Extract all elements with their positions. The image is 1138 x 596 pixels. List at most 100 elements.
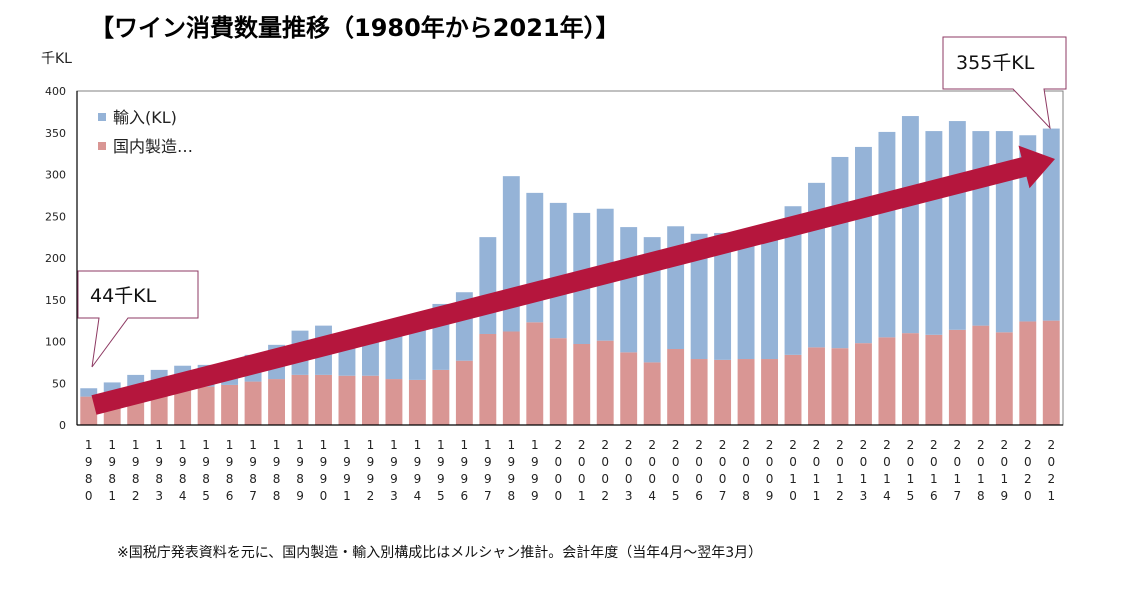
y-tick-label: 0 — [59, 419, 66, 432]
callout-start: 44千KL — [77, 270, 199, 368]
bar-domestic-2007 — [714, 359, 732, 425]
bar-domestic-1998 — [502, 331, 520, 425]
bar-imports-1994 — [408, 324, 426, 380]
bar-domestic-2000 — [549, 338, 567, 425]
bar-domestic-2016 — [925, 334, 943, 425]
bar-domestic-1988 — [268, 379, 285, 425]
bar-imports-2015 — [901, 116, 919, 334]
bar-imports-1993 — [385, 334, 403, 380]
y-tick-label: 400 — [45, 85, 66, 98]
callout-start-text: 44千KL — [90, 285, 157, 307]
bar-domestic-2001 — [573, 344, 591, 425]
y-tick-label: 150 — [45, 294, 66, 307]
footnote: ※国税庁発表資料を元に、国内製造・輸入別構成比はメルシャン推計。会計年度（当年4… — [117, 545, 762, 561]
bar-domestic-2015 — [901, 333, 919, 425]
bar-imports-2008 — [737, 232, 755, 360]
bar-imports-2003 — [620, 227, 638, 353]
bar-domestic-2003 — [620, 352, 638, 425]
bar-domestic-2020 — [1019, 321, 1037, 425]
bar-domestic-2012 — [831, 348, 849, 425]
bar-domestic-1986 — [221, 384, 239, 425]
callout-end-bubble — [942, 36, 1067, 130]
y-tick-label: 350 — [45, 127, 66, 140]
bar-imports-2007 — [714, 232, 732, 360]
y-tick-label: 100 — [45, 336, 66, 349]
bar-imports-2016 — [925, 131, 943, 335]
bar-domestic-2021 — [1042, 320, 1060, 426]
bar-domestic-1984 — [174, 388, 192, 425]
legend-label-domestic: 国内製造… — [113, 137, 193, 156]
y-tick-label: 50 — [52, 377, 66, 390]
trend-arrow-icon — [91, 145, 1055, 415]
bar-imports-2006 — [690, 233, 708, 360]
bar-imports-2000 — [549, 202, 567, 339]
y-axis: 0 50 100 150 200 250 300 350 400 — [45, 85, 66, 432]
bar-domestic-1992 — [362, 375, 379, 425]
bar-domestic-1989 — [291, 374, 309, 425]
bar-imports-2021 — [1042, 128, 1060, 321]
legend-swatch-domestic — [98, 142, 106, 150]
bar-domestic-1985 — [197, 386, 215, 425]
bar-imports-2018 — [972, 131, 990, 326]
bar-imports-1997 — [479, 237, 497, 334]
bar-imports-2010 — [784, 206, 802, 355]
bar-domestic-2011 — [808, 347, 825, 425]
bar-imports-2009 — [761, 227, 778, 360]
bar-imports-2013 — [855, 146, 872, 344]
bar-domestic-1997 — [479, 333, 497, 425]
bar-domestic-2018 — [972, 325, 990, 425]
bar-domestic-1980 — [80, 396, 98, 425]
bar-domestic-2019 — [995, 332, 1013, 425]
bar-domestic-1995 — [432, 369, 450, 425]
bar-domestic-1987 — [244, 381, 262, 425]
bar-domestic-2013 — [855, 343, 872, 425]
callout-start-bubble — [77, 270, 199, 368]
bar-domestic-2004 — [643, 362, 661, 426]
bar-domestic-2010 — [784, 354, 802, 425]
legend-swatch-imports — [98, 113, 106, 121]
y-tick-label: 200 — [45, 252, 66, 265]
callout-end: 355千KL — [942, 36, 1067, 130]
bar-imports-2017 — [948, 121, 966, 330]
y-axis-unit-label: 千KL — [41, 51, 72, 67]
legend-label-imports: 輸入(KL) — [113, 108, 177, 127]
bar-domestic-2005 — [667, 349, 685, 425]
bar-imports-2012 — [831, 156, 849, 349]
